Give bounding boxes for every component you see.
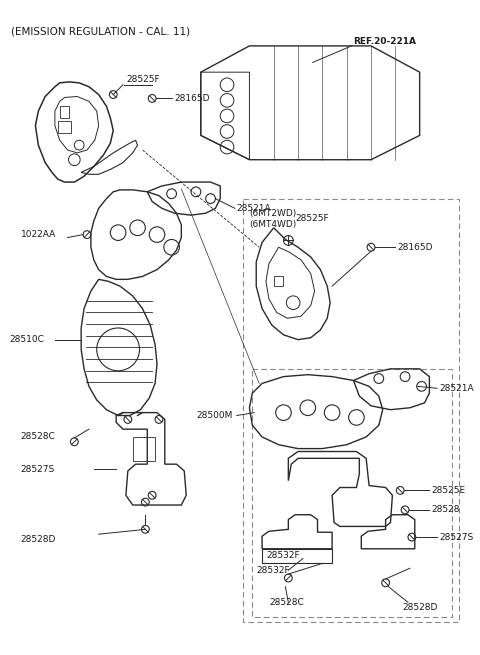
Text: 28525E: 28525E — [432, 486, 466, 495]
Text: 28528: 28528 — [432, 506, 460, 514]
Text: (EMISSION REGULATION - CAL. 11): (EMISSION REGULATION - CAL. 11) — [11, 26, 190, 37]
Bar — [242, 198, 458, 622]
Text: 28527S: 28527S — [439, 533, 473, 542]
Text: 1022AA: 1022AA — [21, 230, 56, 239]
Text: 28525F: 28525F — [126, 75, 159, 84]
Text: 28165D: 28165D — [397, 243, 433, 252]
Text: (6MT2WD): (6MT2WD) — [250, 209, 297, 217]
Text: 28500M: 28500M — [196, 411, 232, 420]
Text: 28532F: 28532F — [266, 551, 300, 560]
Text: 28521A: 28521A — [439, 384, 474, 393]
Text: 28532F: 28532F — [256, 566, 290, 574]
Text: 28528C: 28528C — [21, 432, 56, 441]
Text: 28528D: 28528D — [21, 534, 56, 544]
Text: REF.20-221A: REF.20-221A — [353, 37, 417, 46]
Text: 28510C: 28510C — [9, 335, 44, 344]
Text: 28528C: 28528C — [269, 598, 304, 607]
Text: 28521A: 28521A — [237, 204, 271, 213]
Bar — [252, 369, 452, 617]
Text: (6MT4WD): (6MT4WD) — [250, 220, 297, 229]
Text: 28528D: 28528D — [402, 603, 437, 612]
Text: 28527S: 28527S — [21, 464, 55, 474]
Text: 28165D: 28165D — [175, 94, 210, 103]
Text: 28525F: 28525F — [295, 214, 329, 223]
